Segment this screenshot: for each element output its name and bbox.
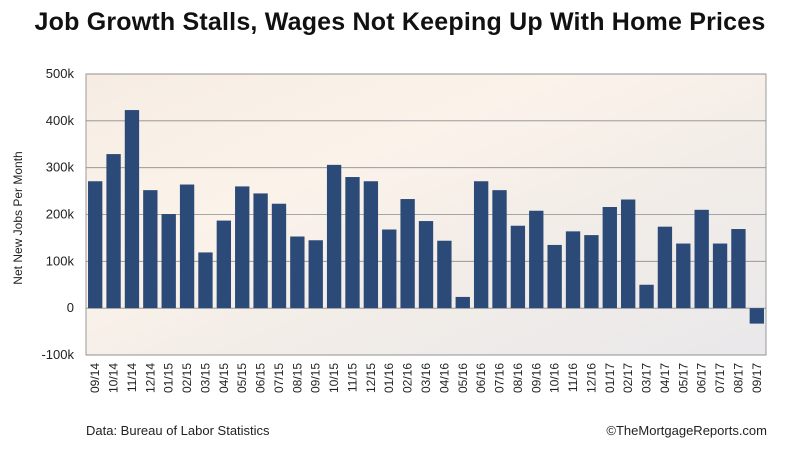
bar [639, 284, 654, 309]
x-tick-label: 05/16 [456, 363, 470, 393]
y-axis-title: Net New Jobs Per Month [11, 151, 25, 284]
y-tick-label: 100k [46, 253, 75, 268]
bar [271, 203, 287, 309]
bar [308, 240, 323, 309]
bar [437, 240, 452, 309]
x-tick-label: 03/17 [640, 363, 654, 393]
x-tick-label: 12/14 [143, 363, 157, 393]
x-tick-label: 08/15 [290, 363, 304, 393]
y-axis-ticks: -100k 0 100k 200k 300k 400k 500k [41, 66, 74, 362]
bar [253, 193, 268, 309]
chart-title: Job Growth Stalls, Wages Not Keeping Up … [34, 8, 766, 36]
bar [492, 190, 507, 309]
bar [326, 164, 342, 309]
x-tick-label: 10/14 [107, 363, 121, 393]
x-tick-label: 07/15 [272, 363, 286, 393]
x-tick-label: 01/17 [603, 363, 617, 393]
x-tick-label: 03/15 [198, 363, 212, 393]
source-note: Data: Bureau of Labor Statistics [86, 423, 270, 438]
bar [400, 199, 415, 309]
x-tick-label: 02/15 [180, 363, 194, 393]
x-tick-label: 01/15 [162, 363, 176, 393]
y-tick-label: 500k [46, 66, 75, 81]
bar [179, 184, 195, 309]
bars [88, 110, 764, 324]
bar [382, 229, 397, 309]
bar [88, 181, 103, 309]
bar [235, 186, 250, 309]
bar [290, 236, 305, 309]
bar [418, 221, 434, 309]
bar [731, 229, 746, 309]
bar [565, 231, 581, 309]
y-tick-label: 300k [46, 160, 75, 175]
x-tick-label: 04/16 [437, 363, 451, 393]
x-tick-label: 03/16 [419, 363, 433, 393]
y-tick-label: -100k [41, 347, 74, 362]
bar [216, 220, 232, 309]
bar [143, 190, 158, 309]
x-tick-label: 05/15 [235, 363, 249, 393]
y-tick-label: 400k [46, 113, 75, 128]
x-tick-label: 12/16 [584, 363, 598, 393]
x-tick-label: 01/16 [382, 363, 396, 393]
y-tick-label: 0 [67, 300, 74, 315]
x-tick-label: 11/15 [345, 363, 359, 392]
x-tick-label: 10/16 [548, 363, 562, 393]
x-tick-label: 04/15 [217, 363, 231, 393]
bar [602, 207, 617, 309]
bar [455, 296, 470, 309]
bar [161, 214, 176, 309]
bar [676, 243, 691, 309]
x-tick-label: 04/17 [658, 363, 672, 393]
bar [657, 226, 673, 309]
x-tick-label: 02/17 [621, 363, 635, 393]
bar [124, 110, 140, 309]
bar [529, 210, 544, 309]
x-tick-label: 11/16 [566, 363, 580, 392]
x-tick-label: 08/16 [511, 363, 525, 393]
x-tick-label: 06/16 [474, 363, 488, 393]
x-axis-ticks: 09/14 10/14 11/14 12/14 01/15 02/15 03/15 04/15… [88, 363, 764, 393]
x-tick-label: 06/17 [695, 363, 709, 393]
x-tick-label: 08/17 [731, 363, 745, 393]
x-tick-label: 09/14 [88, 363, 102, 393]
x-tick-label: 10/15 [327, 363, 341, 393]
bar [547, 244, 562, 309]
x-tick-label: 12/15 [364, 363, 378, 393]
x-tick-label: 09/17 [750, 363, 764, 393]
x-tick-label: 09/16 [529, 363, 543, 393]
y-tick-label: 200k [46, 207, 75, 222]
x-tick-label: 07/17 [713, 363, 727, 393]
bar [584, 235, 599, 309]
bar [363, 181, 379, 309]
x-tick-label: 09/15 [309, 363, 323, 393]
bar [473, 181, 489, 309]
credit-note: ©TheMortgageReports.com [606, 423, 767, 438]
bar [510, 225, 526, 309]
bar [749, 308, 764, 324]
x-tick-label: 05/17 [676, 363, 690, 393]
x-tick-label: 11/14 [125, 363, 139, 392]
bar [106, 154, 121, 309]
bar [694, 209, 709, 309]
bar [198, 252, 213, 309]
bar [620, 199, 636, 309]
x-tick-label: 06/15 [254, 363, 268, 393]
bar [345, 177, 360, 309]
x-tick-label: 02/16 [401, 363, 415, 393]
bar [712, 243, 728, 309]
x-tick-label: 07/16 [493, 363, 507, 393]
